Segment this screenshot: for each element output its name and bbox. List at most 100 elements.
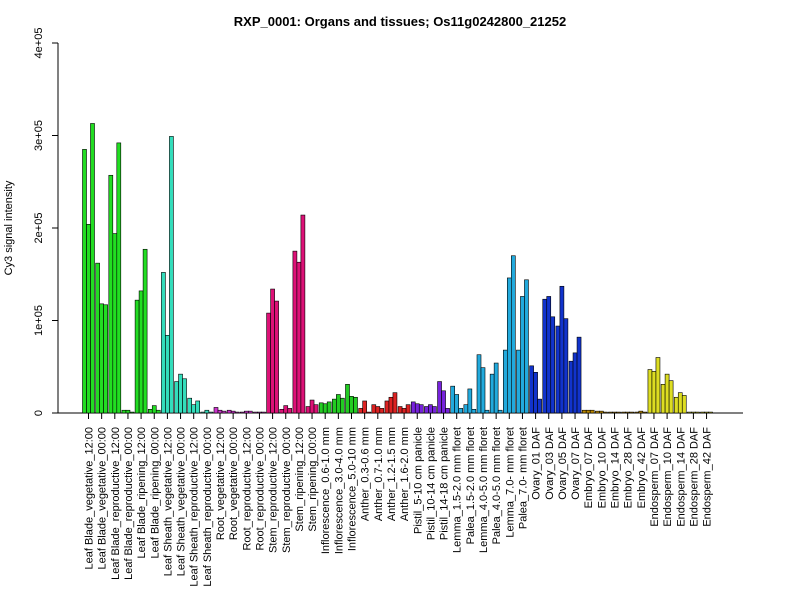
bar — [568, 360, 574, 414]
bar — [226, 409, 232, 414]
bar — [336, 394, 341, 414]
x-axis-tick-labels: Leaf Blade_vegetative_12:00 Leaf Blade_ve… — [84, 413, 714, 587]
bar — [660, 384, 666, 414]
bar — [638, 410, 644, 414]
bar — [388, 396, 394, 414]
bar — [257, 411, 262, 414]
bar — [270, 288, 275, 414]
x-tick-label: Embryo_42 DAF — [636, 427, 648, 509]
bar — [371, 404, 377, 414]
bar — [559, 285, 565, 414]
bar — [704, 411, 709, 414]
bar — [664, 373, 670, 414]
bar — [358, 408, 363, 414]
bar — [279, 408, 285, 414]
bar — [585, 409, 591, 414]
bar — [326, 401, 332, 414]
bar — [599, 410, 604, 414]
x-tick-label: Ovary_03 DAF — [544, 427, 556, 500]
bar — [687, 411, 692, 414]
x-tick-label: Stem_ripening_12:00 — [294, 427, 306, 532]
bar — [655, 357, 661, 414]
bar — [195, 400, 200, 414]
bar — [576, 336, 582, 414]
x-tick-label: Leaf Sheath_reproductive_12:00 — [189, 427, 201, 587]
bar — [681, 395, 687, 414]
bar — [147, 408, 153, 414]
bar — [529, 365, 534, 414]
x-tick-label: Endosperm_07 DAF — [649, 427, 661, 527]
x-tick-label: Leaf Blade_vegetative_00:00 — [97, 427, 109, 570]
bar — [99, 303, 104, 414]
bar — [283, 405, 289, 414]
x-tick-label: Embryo_07 DAF — [583, 427, 595, 509]
bar — [155, 409, 161, 414]
bar — [161, 272, 166, 414]
bar — [240, 411, 245, 414]
bar — [493, 362, 499, 414]
bar — [471, 408, 477, 414]
bar — [366, 411, 371, 414]
bar — [266, 312, 271, 414]
bar — [450, 385, 456, 414]
x-tick-label: Embryo_14 DAF — [610, 427, 622, 509]
bar — [537, 398, 542, 414]
bar — [287, 408, 293, 414]
bar — [142, 248, 148, 414]
bar — [353, 396, 358, 414]
bar — [230, 410, 236, 414]
bar — [95, 262, 100, 414]
x-tick-label: Leaf Blade_ripening_12:00 — [136, 427, 148, 559]
bar — [589, 409, 595, 414]
bar — [200, 411, 206, 414]
bar — [542, 298, 548, 414]
y-tick-label: 2e+05 — [33, 213, 45, 244]
bar — [165, 334, 170, 414]
bar — [533, 371, 538, 414]
x-tick-label: Endosperm_28 DAF — [688, 427, 700, 527]
bar — [572, 352, 578, 414]
bar — [182, 378, 187, 414]
bar — [691, 411, 696, 414]
x-tick-label: Leaf Sheath_reproductive_00:00 — [202, 427, 214, 587]
x-tick-label: Anther_0.3-0.6 mm — [360, 427, 372, 521]
bar — [677, 392, 683, 414]
bar — [546, 296, 552, 414]
bar — [384, 400, 390, 414]
bar — [213, 407, 219, 414]
bar — [608, 411, 613, 414]
bar — [581, 409, 587, 414]
bar — [550, 316, 556, 414]
bar — [138, 290, 144, 414]
bar — [673, 396, 679, 414]
x-tick-label: Lemma_1.5-2.0 mm floret — [452, 427, 464, 553]
x-tick-label: Inflorescence_3.0-4.0 mm — [333, 427, 345, 554]
bar — [418, 404, 424, 414]
bar — [445, 408, 450, 414]
bar — [563, 318, 569, 414]
bar — [424, 406, 429, 414]
bar — [217, 409, 223, 414]
bar — [700, 411, 705, 414]
bar — [441, 390, 446, 414]
bar — [497, 409, 503, 414]
bar — [520, 296, 525, 414]
x-tick-label: Stem_reproductive_12:00 — [268, 427, 280, 553]
bar — [221, 410, 227, 414]
x-tick-label: Anther_1.6-2.0 mm — [399, 427, 411, 521]
bar — [116, 142, 122, 414]
x-tick-label: Endosperm_42 DAF — [702, 427, 714, 527]
bar — [253, 411, 258, 414]
bar — [208, 411, 214, 414]
bar — [625, 411, 630, 414]
bar — [555, 325, 561, 414]
bar — [234, 411, 240, 414]
bar — [305, 406, 311, 414]
chart-title: RXP_0001: Organs and tissues; Os11g02428… — [234, 14, 566, 29]
x-tick-label: Inflorescence_5.0-10 mm — [347, 427, 359, 551]
bar — [708, 411, 713, 414]
bar — [309, 399, 315, 414]
bar — [322, 403, 328, 414]
bar — [595, 410, 600, 414]
bar — [108, 174, 114, 414]
